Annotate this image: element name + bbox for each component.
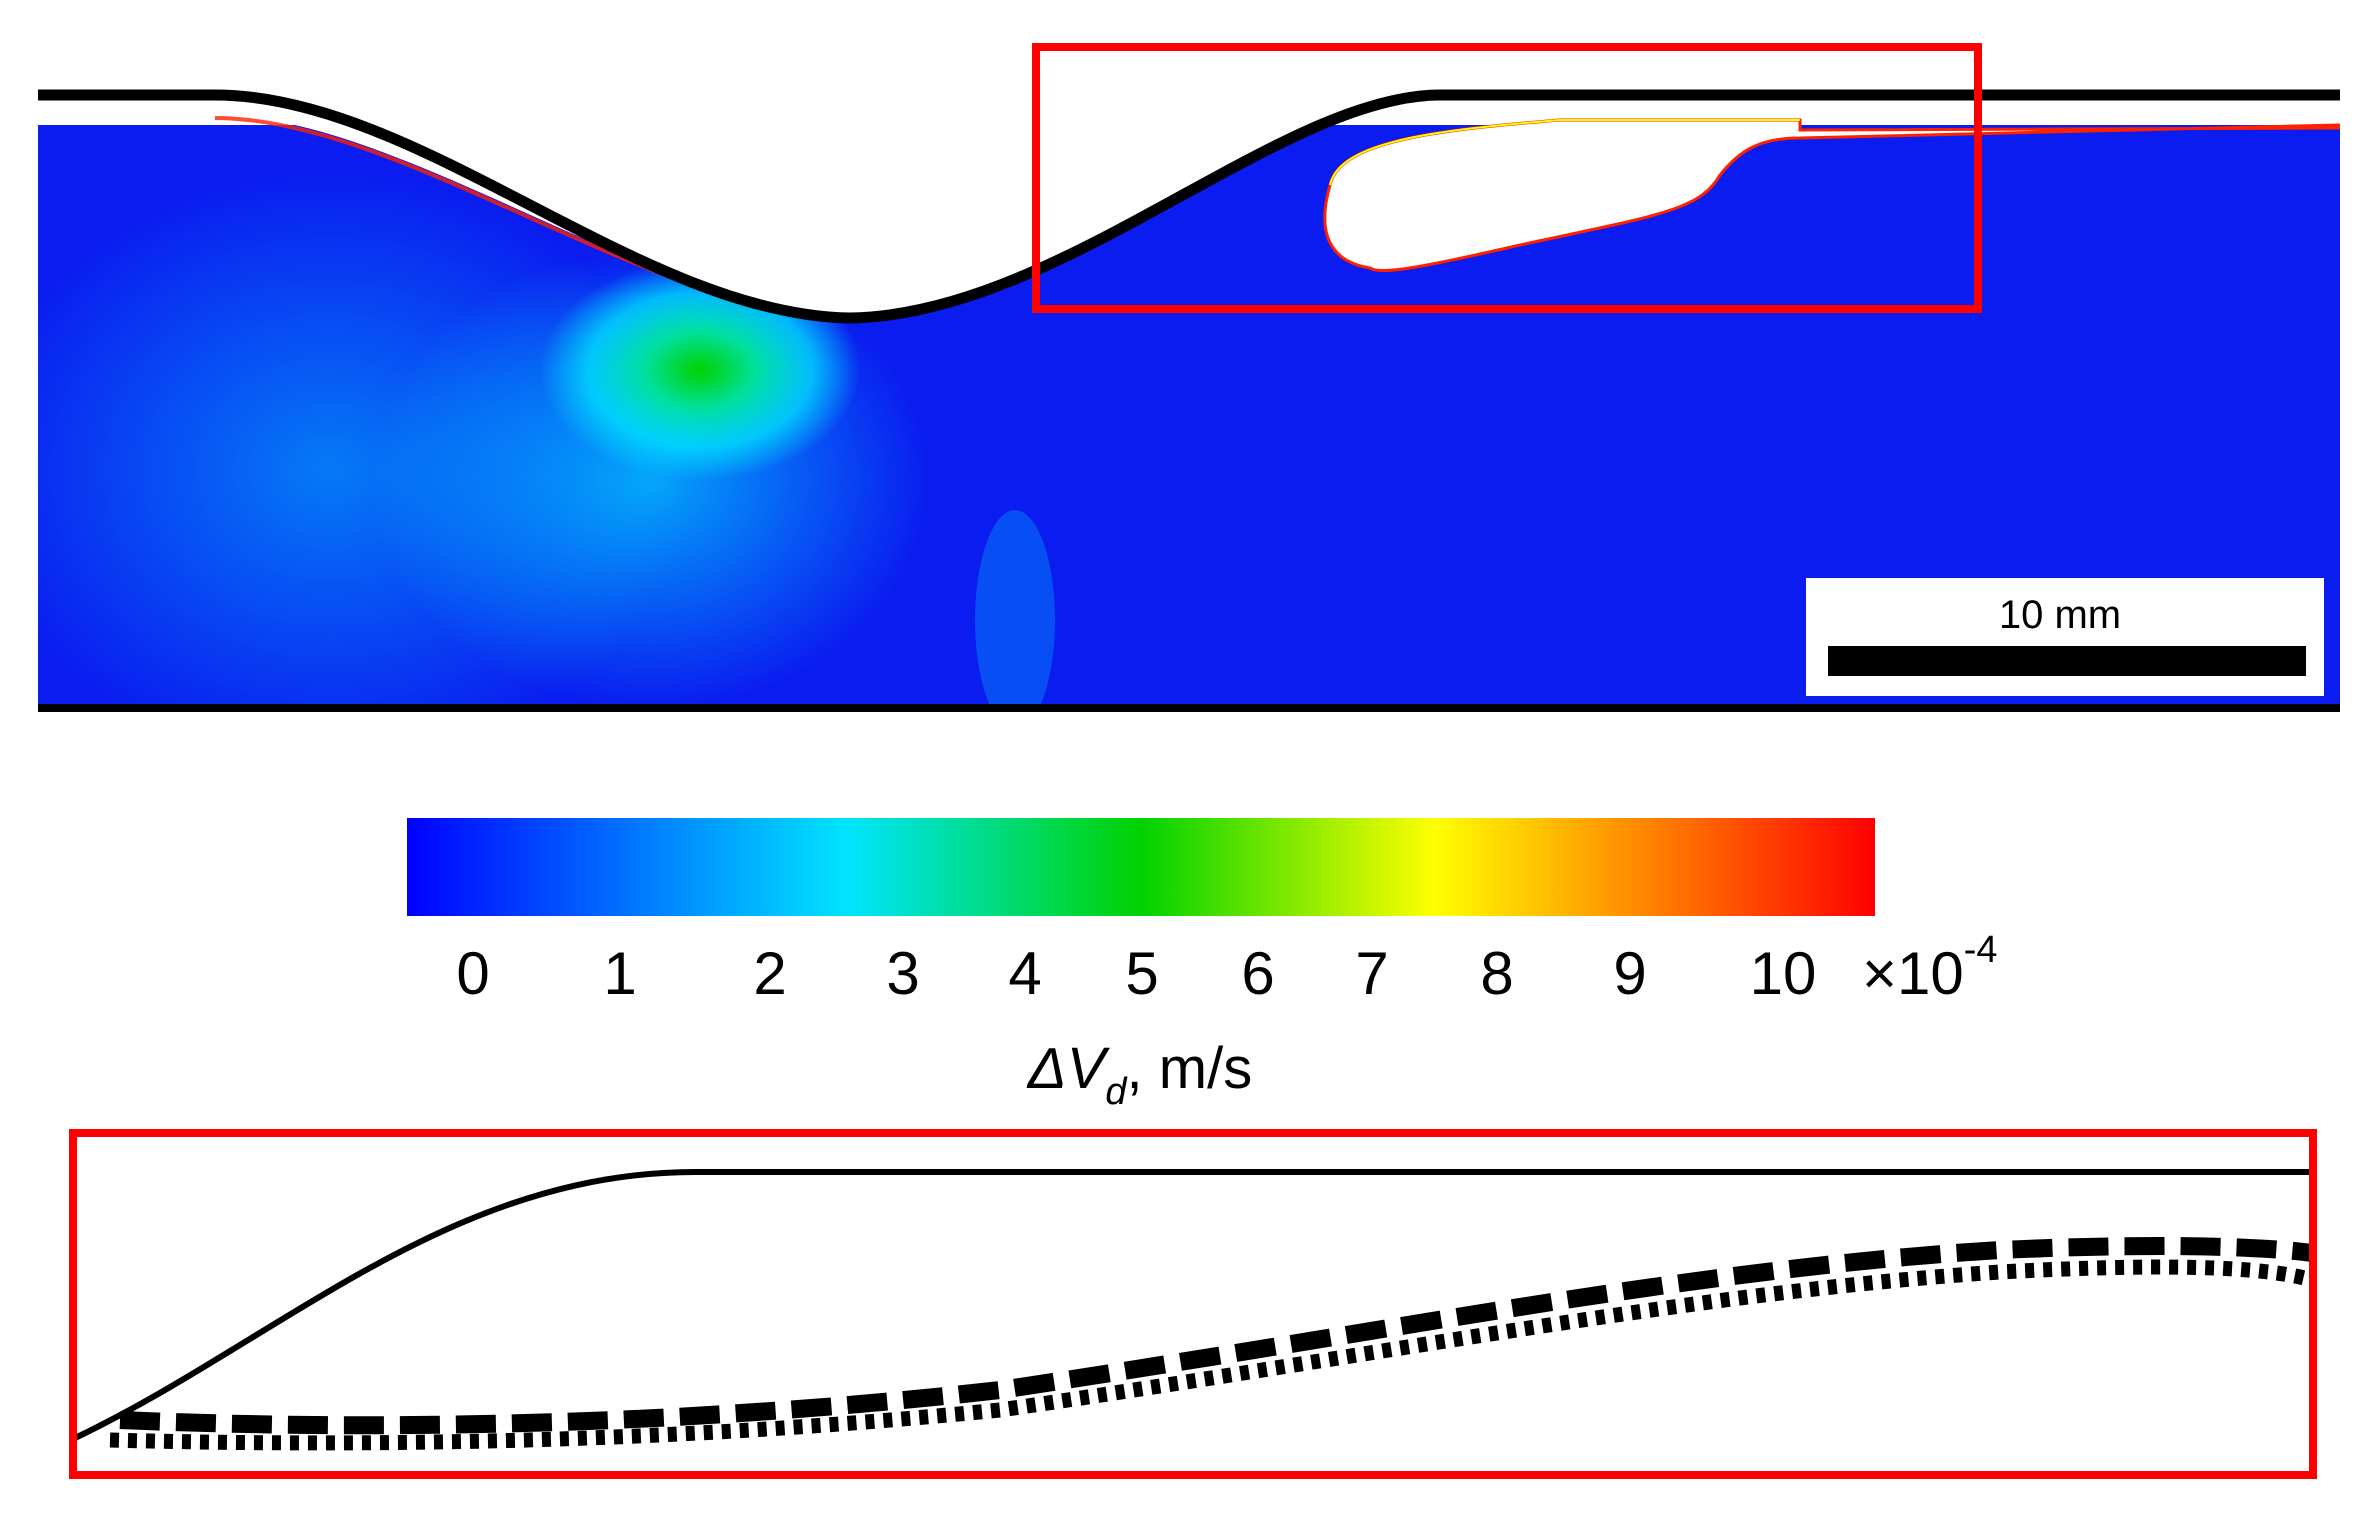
colorbar-tick: 6 [1241, 940, 1274, 1007]
region-highlight [1032, 43, 1982, 313]
colorbar-ticks: 0 1 2 3 4 5 6 7 8 9 10 [456, 940, 1816, 1007]
inset-frame [69, 1129, 2317, 1479]
colorbar-tick: 4 [1008, 940, 1041, 1007]
scale-bar-line [1828, 646, 2306, 676]
colorbar-tick: 10 [1750, 940, 1817, 1007]
field-tail [975, 510, 1055, 708]
scale-bar-label: 10 mm [1999, 593, 2121, 637]
colorbar-tick: 3 [886, 940, 919, 1007]
wall-exterior [38, 110, 2340, 318]
inset-wall-profile [73, 1168, 2312, 1441]
colorbar-tick: 8 [1480, 940, 1513, 1007]
velocity-field-panel: 10 mm [38, 43, 2340, 712]
colorbar-tick: 1 [603, 940, 636, 1007]
scale-bar: 10 mm [1806, 578, 2324, 696]
inset-dotted-profile [109, 1259, 2315, 1451]
colorbar: 0 1 2 3 4 5 6 7 8 9 10 ×10-4 ΔVd, m/s [407, 818, 1998, 1113]
colorbar-tick: 5 [1125, 940, 1158, 1007]
channel-top-wall [38, 89, 2340, 324]
colorbar-multiplier: ×10-4 [1862, 929, 1998, 1007]
zoom-inset [69, 1129, 2317, 1479]
colorbar-tick: 2 [753, 940, 786, 1007]
colorbar-gradient [407, 818, 1875, 916]
inset-dashed-profile [119, 1237, 2314, 1435]
colorbar-tick: 7 [1355, 940, 1388, 1007]
colorbar-tick: 9 [1613, 940, 1646, 1007]
colorbar-tick: 0 [456, 940, 489, 1007]
colorbar-label: ΔVd, m/s [1026, 1036, 1252, 1113]
